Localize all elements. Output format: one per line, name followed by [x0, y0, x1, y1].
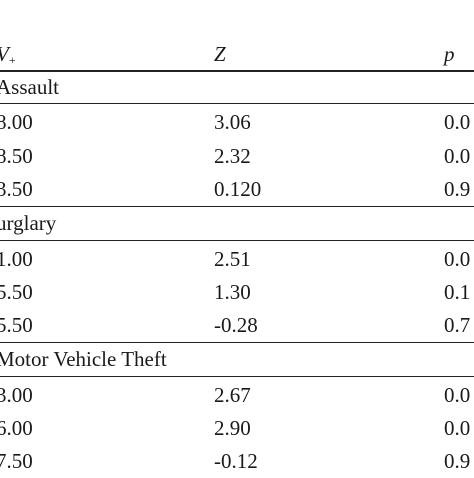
cell-v: 5.50 [0, 280, 33, 304]
header-p: p [444, 42, 455, 66]
cell-p: 0.7 [444, 313, 471, 337]
cell-z: -0.28 [214, 313, 258, 337]
cell-v: 8.50 [0, 144, 33, 168]
cell-z: 3.06 [214, 110, 251, 134]
cell-v: 6.00 [0, 416, 33, 440]
header-row: V+ Z p [0, 37, 474, 71]
cell-z: 2.51 [214, 247, 251, 271]
group-label-motor-vehicle-theft: Motor Vehicle Theft [0, 347, 167, 371]
group-rule [0, 376, 474, 377]
header-v-plus: V+ [0, 37, 16, 77]
cell-p: 0.0 [444, 247, 471, 271]
cell-v: 8.00 [0, 110, 33, 134]
table-row: 8.50 2.32 0.0 [0, 139, 474, 173]
cell-z: 2.90 [214, 416, 251, 440]
table-row: 6.00 2.90 0.0 [0, 411, 474, 445]
cell-v: 7.50 [0, 449, 33, 473]
cell-z: 2.67 [214, 383, 251, 407]
cell-p: 0.9 [444, 177, 471, 201]
cell-p: 0.9 [444, 449, 471, 473]
cell-v: 3.00 [0, 383, 33, 407]
cell-v: 5.50 [0, 313, 33, 337]
group-rule [0, 342, 474, 343]
cell-p: 0.0 [444, 416, 471, 440]
header-v-subscript: + [8, 53, 16, 67]
cell-p: 0.1 [444, 280, 471, 304]
group-label-row: urglary [0, 206, 474, 240]
cell-z: 2.32 [214, 144, 251, 168]
cell-v: 3.50 [0, 177, 33, 201]
cell-p: 0.0 [444, 383, 471, 407]
group-label-assault: Assault [0, 75, 59, 99]
group-label-burglary: urglary [0, 211, 57, 235]
table-row: 7.50 -0.12 0.9 [0, 444, 474, 478]
header-v-label: V [0, 42, 9, 66]
cell-z: 0.120 [214, 177, 262, 201]
header-z: Z [214, 42, 226, 66]
cell-z: -0.12 [214, 449, 258, 473]
group-rule [0, 240, 474, 241]
cell-v: 1.00 [0, 247, 33, 271]
cell-p: 0.0 [444, 110, 471, 134]
table-row: 5.50 -0.28 0.7 [0, 308, 474, 342]
table-row: 5.50 1.30 0.1 [0, 275, 474, 309]
group-label-row: Assault [0, 70, 474, 104]
table-row: 3.50 0.120 0.9 [0, 172, 474, 206]
cell-z: 1.30 [214, 280, 251, 304]
group-label-row: Motor Vehicle Theft [0, 342, 474, 376]
header-rule [0, 70, 474, 72]
table-row: 1.00 2.51 0.0 [0, 242, 474, 276]
table-row: 8.00 3.06 0.0 [0, 105, 474, 139]
group-rule [0, 206, 474, 207]
group-rule [0, 103, 474, 104]
cell-p: 0.0 [444, 144, 471, 168]
table-row: 3.00 2.67 0.0 [0, 378, 474, 412]
